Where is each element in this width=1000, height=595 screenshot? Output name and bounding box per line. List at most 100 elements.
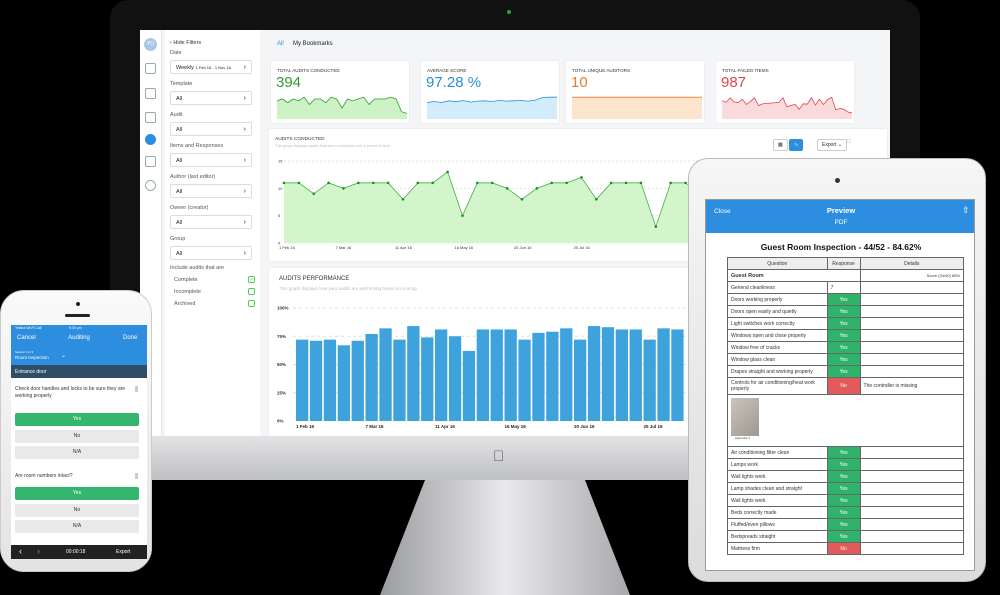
globe-icon[interactable]: [145, 134, 156, 145]
table-row: Wall lights work Yes: [727, 470, 965, 483]
kpi-card: TOTAL FAILED ITEMS 987: [715, 60, 855, 124]
data-point: [327, 181, 330, 185]
bar: [643, 339, 656, 421]
kpi-value: 10: [571, 74, 588, 91]
response-cell: Yes: [826, 353, 861, 366]
done-button[interactable]: Done: [123, 335, 138, 341]
filter-select[interactable]: All ›: [170, 184, 252, 198]
chevron-right-icon: ›: [243, 126, 246, 133]
details-cell: [859, 365, 965, 378]
chevron-right-icon: ›: [243, 157, 246, 164]
table-row: Light switches work correctly Yes: [727, 317, 965, 330]
response-cell: Yes: [826, 317, 861, 330]
filter-select[interactable]: All ›: [170, 153, 252, 167]
sparkline-line: [277, 96, 407, 114]
tab-all[interactable]: All: [277, 41, 284, 47]
bottom-bar: ‹ › 00:00:18 Export: [11, 545, 147, 559]
table-row: Wall lights work Yes: [727, 494, 965, 507]
kpi-sparkline: [722, 96, 852, 119]
section-count: Section 3 of 3: [15, 350, 34, 354]
export-button[interactable]: Export: [116, 549, 131, 555]
x-tick-label: 20 Jun 16: [574, 424, 595, 429]
users-icon[interactable]: [145, 180, 156, 191]
filter-select[interactable]: All ›: [170, 91, 252, 105]
toggle-line-view[interactable]: ∿: [789, 139, 804, 151]
drag-handle-icon[interactable]: [135, 386, 138, 392]
kpi-title: TOTAL AUDITS CONDUCTED: [277, 68, 340, 73]
y-tick-label: 0%: [277, 419, 284, 424]
table-row: Bedspreads straight Yes: [727, 530, 965, 543]
response-option-button[interactable]: N/A: [15, 520, 139, 533]
bookmark-icon[interactable]: □: [847, 139, 851, 145]
templates-icon[interactable]: [145, 88, 156, 99]
data-point: [669, 181, 672, 185]
filter-value: All: [176, 189, 183, 195]
tab-my-bookmarks[interactable]: My Bookmarks: [293, 41, 333, 47]
data-point: [520, 197, 524, 201]
cancel-button[interactable]: Cancel: [17, 335, 36, 341]
filter-select[interactable]: All ›: [170, 122, 252, 136]
avatar[interactable]: YO: [144, 38, 157, 51]
bar: [476, 329, 489, 421]
filter-select[interactable]: All ›: [170, 215, 252, 229]
data-point: [386, 181, 390, 185]
actions-icon[interactable]: [145, 156, 156, 167]
include-checkbox[interactable]: [248, 288, 255, 295]
share-icon[interactable]: ⇧: [962, 205, 970, 215]
sparkline-line: [722, 96, 852, 114]
chevron-down-icon[interactable]: ⌄: [61, 353, 67, 359]
data-point: [431, 181, 435, 185]
kpi-title: TOTAL UNIQUE AUDITORS: [572, 68, 631, 73]
response-option-button[interactable]: Yes: [15, 413, 139, 426]
bar: [462, 350, 476, 421]
hide-filters-link[interactable]: ‹ Hide Filters: [170, 40, 202, 46]
response-option-button[interactable]: No: [15, 429, 139, 443]
close-button[interactable]: Close: [714, 208, 731, 215]
filter-select[interactable]: All ›: [170, 246, 252, 260]
subsection-header: Entrance door: [11, 365, 147, 378]
response-cell: Yes: [826, 293, 861, 306]
response-cell: Yes: [826, 446, 861, 459]
data-point: [490, 181, 494, 185]
auditing-title: Auditing: [68, 335, 90, 341]
back-icon[interactable]: ‹: [19, 546, 22, 556]
filter-value: All: [176, 96, 183, 102]
appendix-photo[interactable]: [731, 398, 759, 436]
include-checkbox[interactable]: [248, 300, 255, 307]
table-row: Doors open easily and quietly Yes: [727, 305, 965, 318]
response-option-button[interactable]: Yes: [15, 487, 139, 500]
question-cell: Air conditioning filter clean: [727, 446, 828, 459]
export-dropdown[interactable]: Export ⌄: [817, 139, 848, 151]
chevron-right-icon: ›: [243, 219, 246, 226]
table-row: Mattress firm No: [727, 542, 965, 555]
drag-handle-icon[interactable]: [135, 473, 138, 479]
toggle-bar-view[interactable]: ▩: [773, 139, 788, 151]
question-cell: Drapes straight and working properly: [727, 365, 828, 378]
response-cell: No: [826, 377, 861, 395]
table-row: Beds correctly made Yes: [727, 506, 965, 519]
filter-label: Author (last editor): [170, 174, 216, 180]
data-point: [297, 181, 301, 185]
response-option-button[interactable]: N/A: [15, 446, 139, 459]
chevron-right-icon: ›: [243, 95, 246, 102]
auditing-header: Telstra Wi-Fi Call 9:30 pm Cancel Auditi…: [11, 325, 147, 365]
y-tick-label: 10: [278, 186, 283, 191]
status-carrier: Telstra Wi-Fi Call: [15, 326, 42, 330]
response-option-button[interactable]: No: [15, 503, 139, 517]
bar: [379, 328, 392, 421]
audits-performance-title: AUDITS PERFORMANCE: [279, 276, 350, 282]
audits-icon[interactable]: [145, 112, 156, 123]
sparkline-area: [722, 97, 852, 119]
section-name[interactable]: Room Inspection: [15, 355, 49, 360]
bar: [435, 329, 448, 421]
bar: [393, 339, 406, 421]
filter-select[interactable]: Weekly 1 Feb 16 - 1 Nov 16 ›: [170, 60, 252, 74]
bar: [657, 328, 670, 421]
response-cell: Yes: [826, 458, 861, 471]
include-checkbox[interactable]: ✓: [248, 276, 255, 283]
forward-icon[interactable]: ›: [37, 546, 40, 556]
table-row: General cleanliness 7: [727, 281, 965, 294]
analytics-icon[interactable]: [145, 63, 156, 74]
details-cell: [859, 530, 965, 543]
ipad-device: Close Preview PDF ⇧ Guest Room Inspectio…: [688, 158, 986, 582]
